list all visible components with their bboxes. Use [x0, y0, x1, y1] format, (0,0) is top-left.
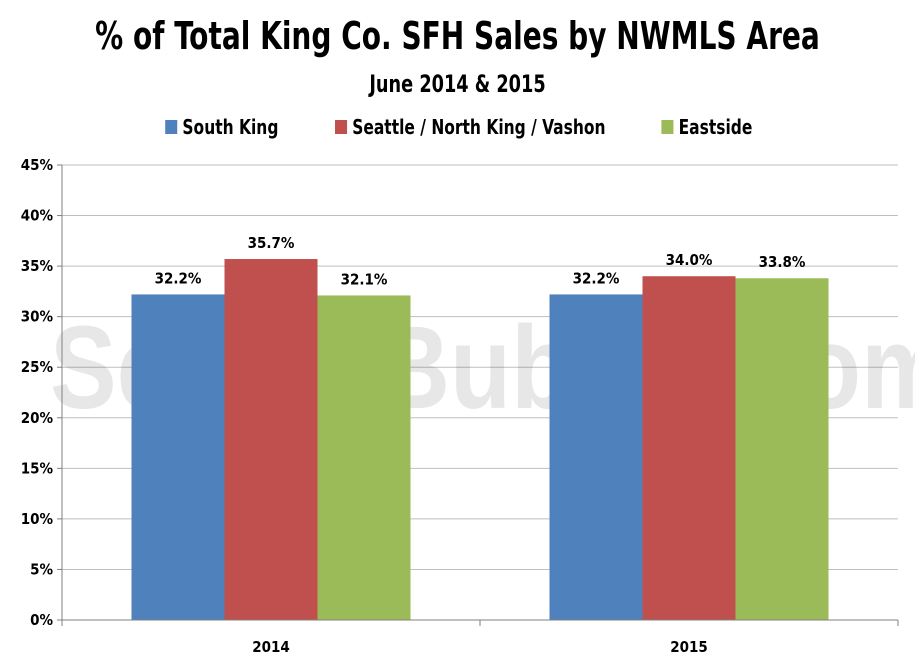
bars: [131, 259, 829, 620]
chart-subtitle: June 2014 & 2015: [369, 70, 546, 98]
legend-label-seattle: Seattle / North King / Vashon: [352, 115, 606, 139]
data-label: 32.2%: [155, 269, 202, 287]
bar: [131, 294, 225, 620]
data-label: 35.7%: [248, 234, 295, 252]
legend-swatch-eastside: [661, 120, 674, 134]
data-label: 33.8%: [759, 253, 806, 271]
y-tick-label: 15%: [21, 459, 54, 477]
y-tick-label: 35%: [21, 257, 54, 275]
y-tick-label: 40%: [21, 207, 54, 225]
y-tick-label: 25%: [21, 358, 54, 376]
data-labels: 32.2% 35.7% 32.1% 32.2% 34.0% 33.8%: [155, 234, 806, 288]
y-tick-label: 45%: [21, 156, 54, 174]
bar: [317, 295, 411, 620]
legend-item-south-king: South King: [164, 115, 278, 139]
y-tick-label: 30%: [21, 308, 54, 326]
bar: [224, 259, 318, 620]
bar: [642, 276, 736, 620]
legend-item-seattle: Seattle / North King / Vashon: [335, 115, 606, 139]
bar: [549, 294, 643, 620]
y-tick-label: 20%: [21, 409, 54, 427]
x-tick-label: 2014: [252, 638, 290, 656]
y-tick-label: 5%: [30, 560, 53, 578]
legend-label-south-king: South King: [181, 115, 278, 139]
bar: [735, 278, 829, 620]
legend-swatch-south-king: [164, 120, 177, 134]
data-label: 32.1%: [341, 270, 388, 288]
legend-label-eastside: Eastside: [678, 115, 753, 139]
x-tick-label: 2015: [670, 638, 708, 656]
data-label: 34.0%: [666, 251, 713, 269]
axes: 0% 5% 10% 15% 20% 25% 30% 35% 40% 45% 2014 2015: [21, 156, 899, 656]
legend-item-eastside: Eastside: [661, 115, 752, 139]
data-label: 32.2%: [573, 269, 620, 287]
chart-title: % of Total King Co. SFH Sales by NWMLS A…: [95, 14, 820, 58]
y-tick-label: 0%: [30, 611, 53, 629]
y-tick-label: 10%: [21, 510, 54, 528]
legend: South King Seattle / North King / Vashon…: [0, 115, 915, 139]
legend-swatch-seattle: [335, 120, 348, 134]
